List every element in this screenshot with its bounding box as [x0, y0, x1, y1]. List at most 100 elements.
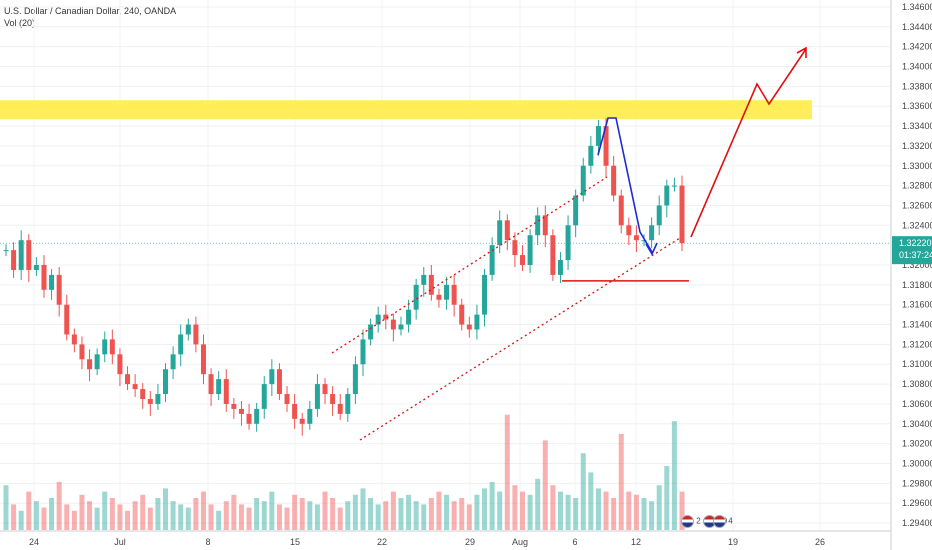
volume-bar: [41, 507, 47, 530]
volume-bar: [284, 507, 290, 530]
volume-bar: [519, 491, 525, 530]
candle-body: [117, 354, 123, 375]
red-projection-path: [690, 48, 807, 238]
price-tick-label: 1.33200: [902, 141, 932, 151]
candle-body: [292, 403, 298, 419]
volume-bar: [155, 498, 161, 530]
event-count: 4: [728, 516, 733, 526]
volume-bar: [573, 498, 579, 530]
volume-bar: [588, 472, 594, 530]
volume-bar: [459, 498, 465, 530]
volume-bar: [109, 498, 115, 530]
candle-body: [163, 369, 169, 395]
price-tick-label: 1.32400: [902, 220, 932, 230]
volume-bar: [383, 501, 389, 530]
candle-body: [216, 379, 222, 395]
volume-bar: [94, 507, 100, 530]
volume-bar: [398, 498, 404, 530]
candle-body: [231, 403, 237, 409]
candle-body: [155, 394, 161, 404]
candle-body: [519, 255, 525, 265]
volume-bar: [276, 504, 282, 530]
candle-body: [125, 374, 131, 385]
price-tick-label: 1.30200: [902, 439, 932, 449]
candle-body: [11, 250, 17, 270]
candle-body: [428, 274, 434, 295]
candle-body: [618, 195, 624, 226]
candle-body: [223, 379, 229, 404]
time-tick-label: 12: [631, 537, 641, 547]
volume-bar: [33, 501, 39, 530]
candle-body: [185, 324, 191, 335]
event-marker-2[interactable]: 4: [713, 515, 733, 528]
candle-body: [345, 394, 351, 414]
candle-body: [573, 195, 579, 226]
candle-body: [71, 334, 77, 345]
volume-bar: [269, 491, 275, 530]
price-tick-label: 1.32600: [902, 200, 932, 210]
candle-body: [671, 185, 677, 187]
candle-body: [33, 265, 39, 270]
volume-bar: [337, 507, 343, 530]
price-tick-label: 1.31200: [902, 339, 932, 349]
candle-body: [337, 403, 343, 414]
candle-body: [109, 339, 115, 355]
candle-body: [18, 240, 24, 270]
candle-body: [497, 220, 503, 246]
candle-body: [307, 408, 313, 424]
candle-body: [284, 394, 290, 404]
time-tick-label: 19: [728, 537, 738, 547]
candle-body: [474, 314, 480, 330]
time-tick-label: Jul: [114, 537, 126, 547]
volume-bar: [603, 491, 609, 530]
volume-bar: [512, 485, 518, 530]
us-flag-icon: [681, 515, 694, 528]
candle-body: [649, 225, 655, 241]
candle-body: [352, 364, 358, 395]
candle-body: [147, 398, 153, 404]
price-tick-label: 1.30600: [902, 399, 932, 409]
price-tick-label: 1.32000: [902, 260, 932, 270]
volume-bar: [117, 504, 123, 530]
price-tick-label: 1.29600: [902, 498, 932, 508]
candle-body: [299, 418, 305, 424]
volume-bar: [71, 510, 77, 530]
volume-indicator-label: Vol (20): [4, 18, 36, 28]
volume-bar: [406, 494, 412, 530]
volume-bar: [11, 504, 17, 530]
candle-body: [178, 334, 184, 355]
volume-bar: [79, 494, 85, 530]
price-tick-label: 1.30400: [902, 419, 932, 429]
candle-body: [375, 314, 381, 325]
candle-body: [140, 389, 146, 399]
candle-body: [451, 284, 457, 305]
volume-bar: [56, 482, 62, 530]
candle-body: [383, 314, 389, 320]
candle-body: [314, 384, 320, 409]
resistance-zone: [0, 100, 812, 120]
candle-body: [466, 324, 472, 330]
price-tick-label: 1.33600: [902, 101, 932, 111]
time-tick-label: 8: [205, 537, 210, 547]
candle-body: [390, 319, 396, 330]
volume-bar: [140, 494, 146, 530]
volume-bar: [535, 478, 541, 530]
candle-body: [79, 344, 85, 360]
volume-bar: [368, 498, 374, 530]
volume-bar: [185, 507, 191, 530]
volume-bar: [679, 491, 685, 530]
resistance-zone-rect: [0, 100, 812, 120]
candle-body: [633, 235, 639, 241]
candle-body: [360, 339, 366, 365]
trend-drawings: [331, 46, 807, 441]
candle-body: [679, 185, 685, 244]
volume-bar: [26, 491, 32, 530]
candle-body: [444, 284, 450, 300]
candle-body: [406, 309, 412, 325]
candle-body: [170, 354, 176, 370]
volume-bar: [261, 501, 267, 530]
price-tick-label: 1.29400: [902, 518, 932, 528]
time-axis[interactable]: 24 Jul 8 15 22 29 Aug 6 12 19 26: [0, 530, 891, 547]
